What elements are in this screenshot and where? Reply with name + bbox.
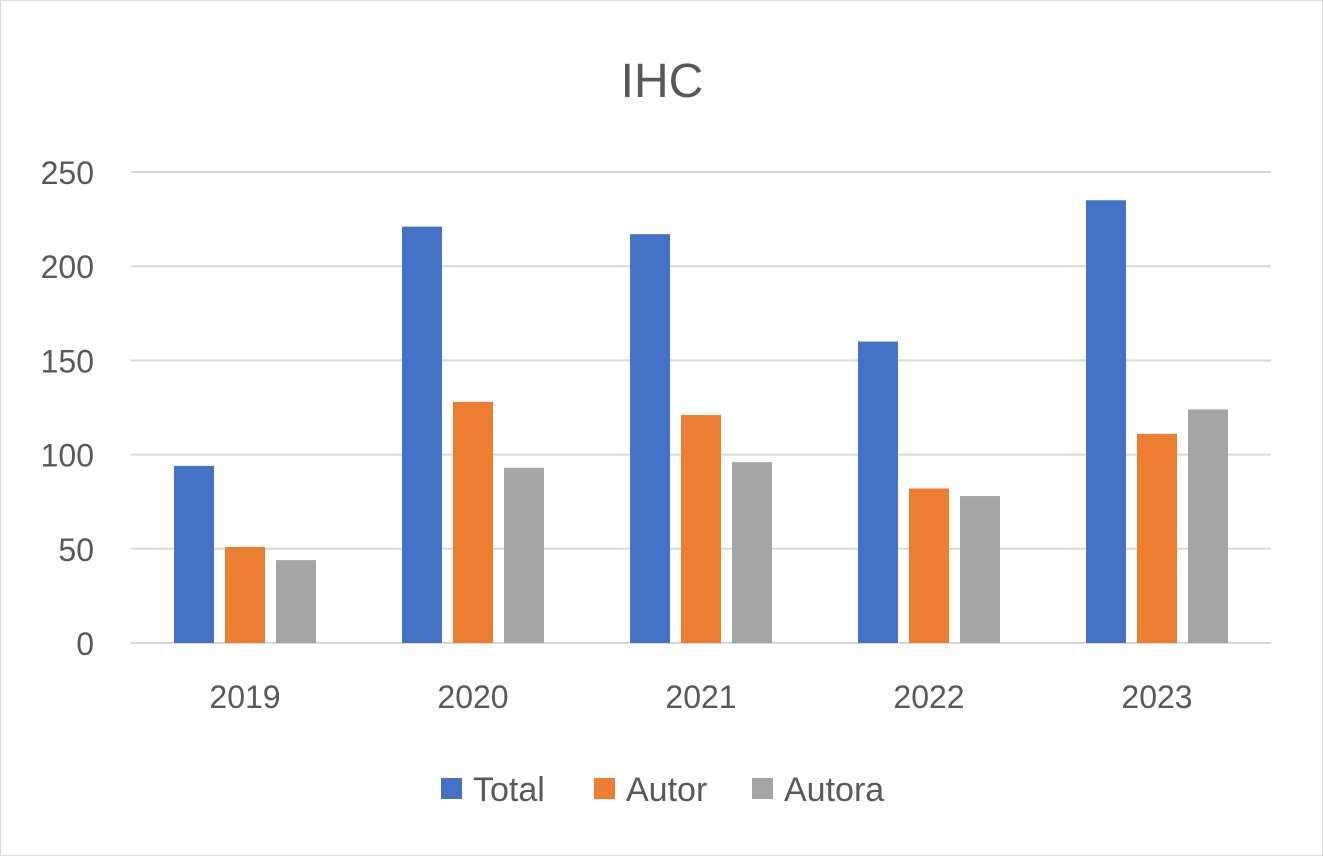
bar-autora-2019: [276, 560, 316, 643]
bar-autora-2022: [960, 496, 1000, 643]
legend-label: Autora: [784, 771, 884, 809]
bar-total-2021: [630, 234, 670, 643]
x-tick-label: 2023: [1121, 679, 1192, 715]
bar-total-2019: [174, 465, 214, 643]
bar-autor-2019: [225, 546, 265, 643]
bars: [174, 200, 1228, 644]
y-tick-label: 150: [41, 343, 94, 379]
y-tick-label: 0: [76, 626, 94, 662]
bar-autor-2021: [681, 415, 721, 643]
bar-autora-2023: [1188, 409, 1228, 643]
y-tick-label: 200: [41, 249, 94, 285]
bar-total-2020: [402, 226, 442, 644]
chart-title: IHC: [621, 55, 704, 108]
legend-item-autor: Autor: [594, 771, 707, 809]
bar-autora-2020: [504, 467, 544, 643]
y-tick-label: 50: [58, 532, 94, 568]
y-tick-label: 250: [41, 155, 94, 191]
legend-swatch: [441, 778, 462, 799]
x-tick-label: 2019: [209, 679, 280, 715]
legend: Total Autor Autora: [441, 771, 884, 809]
legend-item-total: Total: [441, 771, 545, 809]
y-tick-label: 100: [41, 438, 94, 474]
x-tick-label: 2022: [893, 679, 964, 715]
legend-label: Total: [473, 771, 545, 809]
x-tick-label: 2020: [437, 679, 508, 715]
bar-total-2022: [858, 341, 898, 643]
bar-autora-2021: [732, 462, 772, 643]
legend-item-autora: Autora: [752, 771, 884, 809]
legend-swatch: [594, 778, 615, 799]
bar-autor-2023: [1137, 433, 1177, 643]
bar-total-2023: [1086, 200, 1126, 643]
legend-label: Autor: [626, 771, 707, 809]
legend-swatch: [752, 778, 773, 799]
x-tick-label: 2021: [665, 679, 736, 715]
bar-autor-2020: [453, 401, 493, 643]
x-axis-ticks: 2019 2020 2021 2022 2023: [209, 679, 1192, 715]
y-axis-ticks: 0 50 100 150 200 250: [41, 155, 94, 662]
bar-autor-2022: [909, 488, 949, 643]
